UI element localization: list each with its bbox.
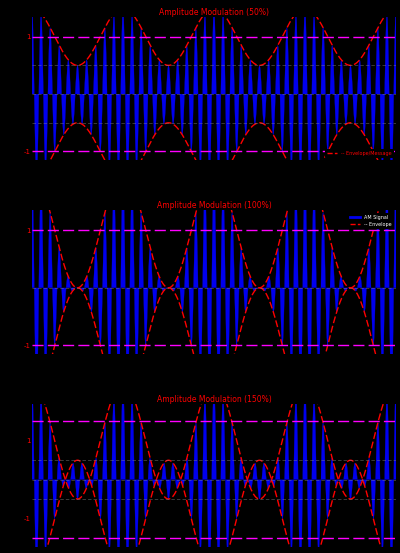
Legend: -- Envelope/Message: -- Envelope/Message [326,149,394,158]
Title: Amplitude Modulation (100%): Amplitude Modulation (100%) [157,201,271,210]
Title: Amplitude Modulation (150%): Amplitude Modulation (150%) [157,395,271,404]
Legend: AM Signal, -- Envelope: AM Signal, -- Envelope [348,213,394,229]
Title: Amplitude Modulation (50%): Amplitude Modulation (50%) [159,8,269,17]
